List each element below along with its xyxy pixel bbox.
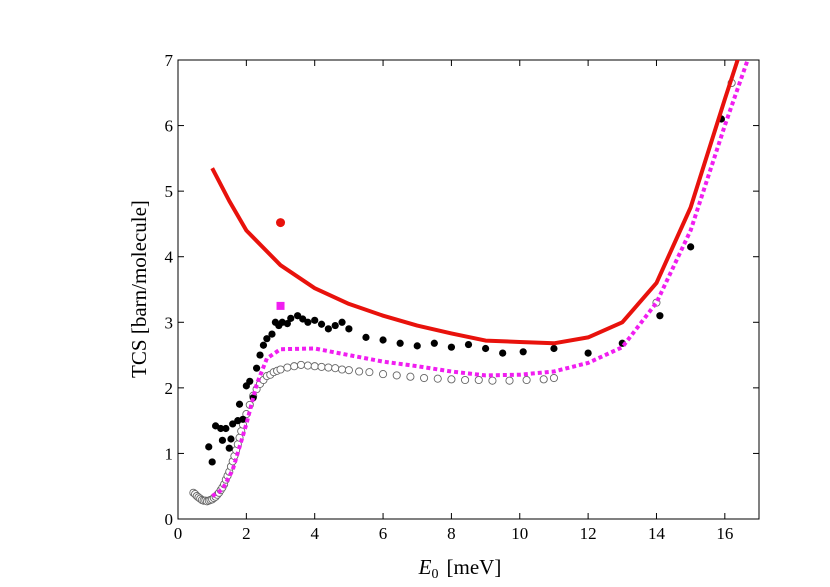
x-tick-label: 2 (242, 524, 251, 543)
open-circle-point (420, 373, 429, 383)
x-tick-label: 10 (511, 524, 528, 543)
filled-point (550, 344, 558, 353)
open-circle-point (474, 375, 483, 385)
filled-point (379, 336, 387, 344)
filled-point (229, 420, 237, 428)
open-circle-point (433, 374, 442, 383)
filled-point (208, 458, 216, 466)
filled-point (687, 243, 695, 251)
open-circle-point (549, 373, 558, 383)
open-circle-point (539, 375, 548, 384)
x-tick-label: 12 (580, 524, 597, 543)
open-circle-point (331, 364, 340, 373)
open-circle-point (324, 363, 333, 372)
magenta-dotted-curve (211, 60, 750, 498)
filled-point (217, 424, 225, 433)
filled-point (235, 400, 244, 408)
open-circle-point (296, 360, 306, 369)
filled-point (345, 325, 353, 333)
y-tick-label: 6 (165, 117, 174, 136)
open-circle-point (355, 367, 364, 376)
filled-point (324, 325, 332, 333)
y-tick-label: 4 (165, 248, 174, 267)
open-circle-point (303, 361, 312, 370)
filled-point (304, 318, 312, 326)
open-circle-point (379, 370, 388, 379)
y-axis-title: TCS [barn/molecule] (127, 200, 151, 378)
filled-point (283, 319, 291, 328)
open-circle-point (337, 365, 347, 374)
open-circle-point (317, 362, 326, 371)
filled-point (268, 330, 276, 338)
filled-point (287, 314, 295, 322)
x-tick-label: 4 (310, 524, 319, 543)
filled-point (294, 312, 302, 320)
x-tick-label: 16 (716, 524, 733, 543)
filled-point (331, 321, 339, 330)
filled-point (464, 340, 473, 349)
filled-point (413, 342, 421, 350)
open-circle-point (447, 375, 456, 384)
open-circle-point (505, 376, 514, 385)
filled-point (656, 312, 664, 320)
filled-point (263, 335, 271, 343)
magenta-square-point (276, 301, 285, 310)
open-circle-point (406, 372, 415, 381)
y-tick-label: 5 (165, 182, 174, 201)
filled-point (317, 320, 326, 328)
x-axis-var: E (418, 555, 432, 579)
x-axis-title: E0 [meV] (418, 555, 502, 582)
open-circle-point (522, 375, 531, 385)
open-circle-point (290, 362, 299, 371)
y-tick-label: 7 (165, 51, 174, 70)
filled-point (519, 348, 527, 356)
y-tick-label: 0 (165, 510, 174, 529)
filled-point (256, 351, 264, 359)
open-circle-point (365, 368, 374, 377)
filled-point (481, 344, 490, 353)
filled-point (225, 444, 233, 452)
filled-point (218, 436, 227, 444)
series-layer (189, 60, 750, 506)
filled-point (499, 349, 507, 357)
filled-point (338, 318, 346, 326)
open-circle-point (344, 366, 353, 375)
filled-point (253, 364, 261, 372)
x-axis-unit: [meV] (447, 555, 502, 579)
red-line-curve (210, 60, 740, 346)
filled-point (222, 424, 230, 433)
open-circle-point (310, 362, 319, 371)
filled-point (299, 315, 307, 323)
filled-point (311, 316, 319, 324)
x-tick-label: 14 (648, 524, 666, 543)
filled-point (227, 435, 235, 443)
open-circle-point (276, 365, 285, 374)
filled-point (362, 333, 370, 341)
y-tick-label: 2 (165, 379, 174, 398)
open-circle-point (392, 371, 401, 380)
filled-point (239, 415, 247, 423)
plot-frame (177, 59, 760, 520)
y-tick-label: 3 (165, 313, 174, 332)
filled-point (396, 339, 404, 347)
filled-point (430, 339, 438, 347)
x-tick-label: 6 (379, 524, 388, 543)
x-axis-sub: 0 (432, 567, 439, 582)
x-tick-label: 0 (174, 524, 183, 543)
filled-point (205, 443, 213, 451)
y-tick-label: 1 (165, 444, 174, 463)
red-point (276, 218, 286, 228)
filled-point (259, 341, 268, 349)
filled-point (584, 349, 592, 357)
open-circle-point (283, 363, 292, 372)
open-circle-point (488, 376, 497, 385)
filled-point (246, 377, 254, 385)
open-circle-point (461, 375, 470, 385)
filled-point (447, 343, 456, 351)
x-tick-label: 8 (447, 524, 456, 543)
